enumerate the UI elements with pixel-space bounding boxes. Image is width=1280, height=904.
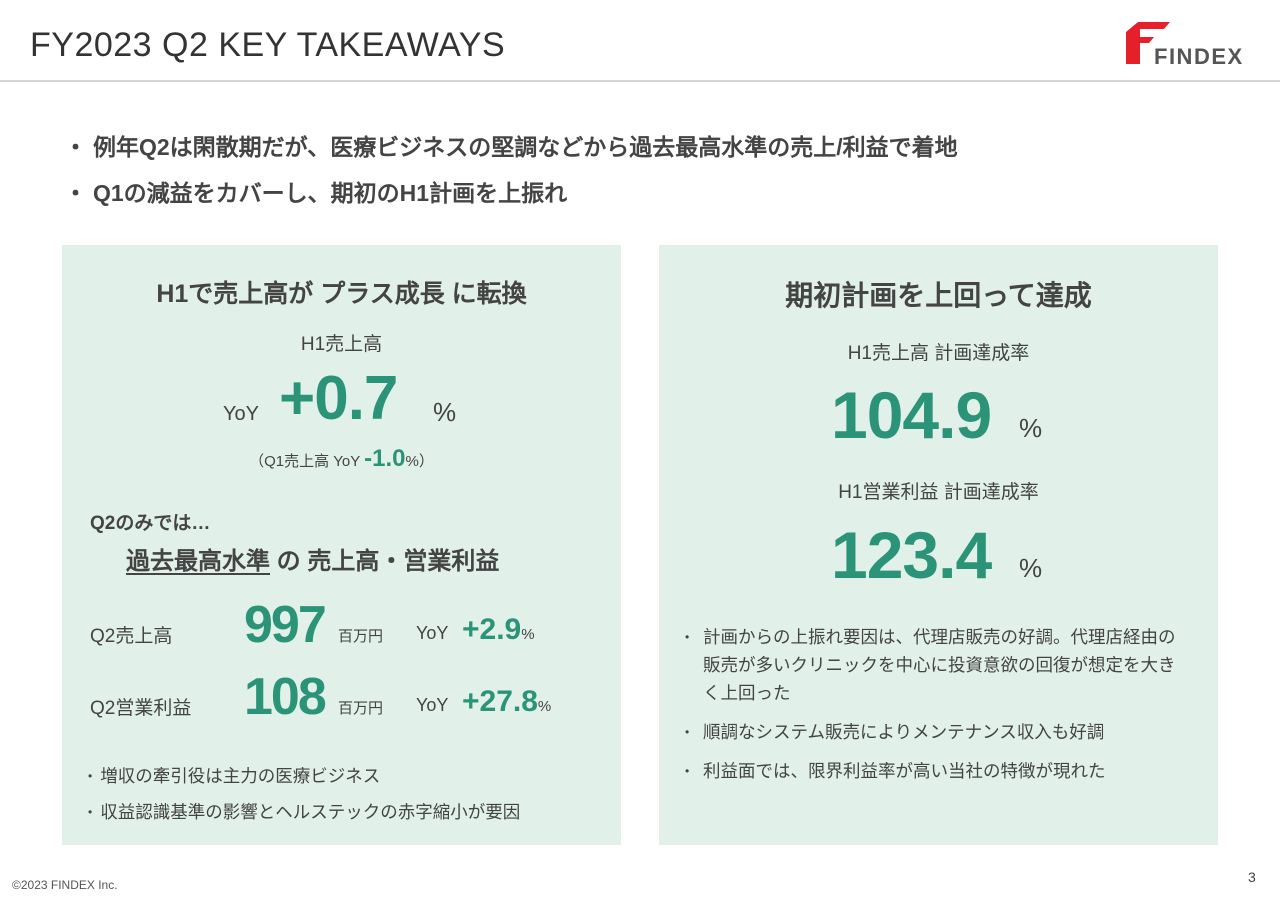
h1-sales-plan-value: 104.9 <box>831 378 992 452</box>
page-number: 3 <box>1248 869 1256 885</box>
logo-text: FINDEX <box>1154 44 1244 69</box>
list-item: • 収益認識基準の影響とヘルステックの赤字縮小が要因 <box>88 802 521 822</box>
findex-logo: FINDEX <box>1124 18 1264 72</box>
findex-logo-mark-icon <box>1126 22 1170 64</box>
h1-profit-plan-label: H1営業利益 計画達成率 <box>838 482 1039 503</box>
takeaway-bullet: ・ Q1の減益をカバーし、期初のH1計画を上振れ <box>64 180 568 206</box>
sales-growth-panel: H1で売上高が プラス成長 に転換 H1売上高 YoY +0.7 % （Q1売上… <box>62 245 621 845</box>
copyright: ©2023 FINDEX Inc. <box>12 878 118 892</box>
key-takeaways-bullets: ・例年Q2は閑散期だが、医療ビジネスの堅調などから過去最高水準の売上/利益で着地… <box>64 124 958 216</box>
record-high-heading: 過去最高水準 の 売上高・営業利益 <box>126 548 500 575</box>
plan-achievement-panel: 期初計画を上回って達成 H1売上高 計画達成率 104.9 % H1営業利益 計… <box>659 245 1218 845</box>
list-item: • 増収の牽引役は主力の医療ビジネス <box>88 766 381 786</box>
q1-sales-yoy-note: （Q1売上高 YoY -1.0%） <box>249 445 434 472</box>
panel-heading: H1で売上高が プラス成長 に転換 <box>156 280 527 308</box>
left-notes-list: • 増収の牽引役は主力の医療ビジネス • 収益認識基準の影響とヘルステックの赤字縮小… <box>88 758 520 830</box>
h1-sales-label: H1売上高 <box>300 334 383 355</box>
list-item: • 計画からの上振れ要因は、代理店販売の好調。代理店経由の販売が多いクリニックを中… <box>685 627 1176 703</box>
h1-profit-plan-value: 123.4 <box>831 518 992 592</box>
header-divider <box>0 80 1280 82</box>
h1-sales-plan-label: H1売上高 計画達成率 <box>847 343 1030 364</box>
takeaway-bullet: ・例年Q2は閑散期だが、医療ビジネスの堅調などから過去最高水準の売上/利益で着地 <box>64 134 958 160</box>
list-item: • 順調なシステム販売によりメンテナンス収入も好調 <box>685 722 1105 742</box>
page-title: FY2023 Q2 KEY TAKEAWAYS <box>30 26 506 64</box>
list-item: • 利益面では、限界利益率が高い当社の特徴が現れた <box>685 761 1106 781</box>
right-notes-list: • 計画からの上振れ要因は、代理店販売の好調。代理店経由の販売が多いクリニックを中… <box>685 623 1185 796</box>
h1-sales-yoy-value: +0.7 <box>279 364 398 433</box>
q2-only-label: Q2のみでは… <box>90 513 211 534</box>
panel-heading: 期初計画を上回って達成 <box>785 280 1092 311</box>
